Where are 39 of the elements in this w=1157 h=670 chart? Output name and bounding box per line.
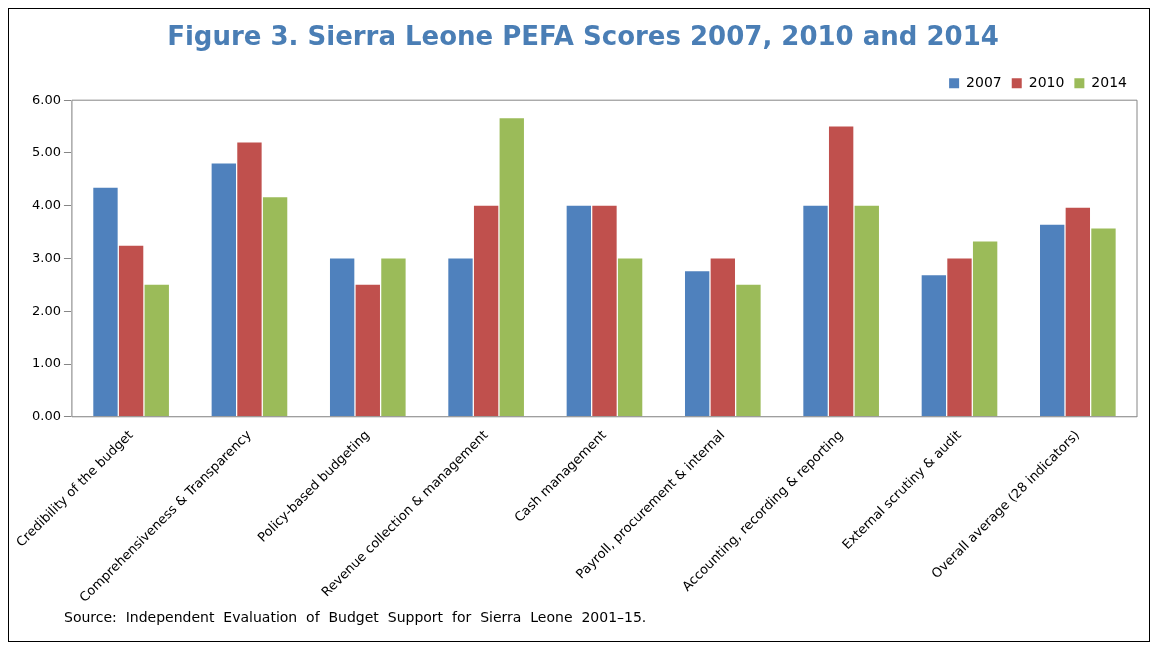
chart-title: Figure 3. Sierra Leone PEFA Scores 2007, 2010 and 2014 bbox=[167, 21, 999, 52]
y-tick-label: 5.00 bbox=[31, 144, 61, 160]
bar bbox=[381, 258, 406, 417]
bar bbox=[237, 142, 262, 417]
bar bbox=[854, 205, 879, 417]
bar bbox=[355, 284, 380, 417]
bar bbox=[947, 258, 972, 417]
bar bbox=[93, 187, 118, 417]
bar bbox=[1091, 228, 1116, 417]
bar bbox=[329, 258, 355, 417]
bar bbox=[448, 258, 473, 417]
bar bbox=[1065, 207, 1091, 417]
y-tick-label: 0.00 bbox=[31, 408, 61, 424]
bar bbox=[803, 205, 828, 417]
y-tick-label: 3.00 bbox=[31, 249, 61, 265]
bar bbox=[921, 275, 947, 417]
bar bbox=[617, 258, 643, 417]
bar bbox=[710, 258, 735, 417]
bar bbox=[972, 241, 998, 417]
bar bbox=[592, 205, 617, 417]
bar bbox=[1040, 224, 1065, 417]
bar bbox=[499, 118, 524, 417]
bar bbox=[566, 205, 592, 417]
bar bbox=[684, 271, 710, 417]
legend-label: 2014 bbox=[1091, 73, 1128, 90]
source-note: Source: Independent Evaluation of Budget Support for Sierra Leone 2001–15. bbox=[63, 609, 648, 627]
bar bbox=[211, 163, 236, 417]
y-tick-label: 6.00 bbox=[31, 91, 61, 107]
bar bbox=[736, 284, 761, 417]
y-tick-label: 1.00 bbox=[31, 355, 61, 371]
legend-label: 2007 bbox=[966, 73, 1002, 90]
bar bbox=[262, 197, 288, 417]
y-tick-label: 2.00 bbox=[31, 302, 61, 318]
bar bbox=[144, 284, 169, 417]
legend-label: 2010 bbox=[1028, 73, 1065, 90]
bar bbox=[118, 245, 144, 417]
bar bbox=[473, 205, 499, 417]
bar bbox=[828, 126, 854, 417]
y-tick-label: 4.00 bbox=[31, 197, 61, 213]
